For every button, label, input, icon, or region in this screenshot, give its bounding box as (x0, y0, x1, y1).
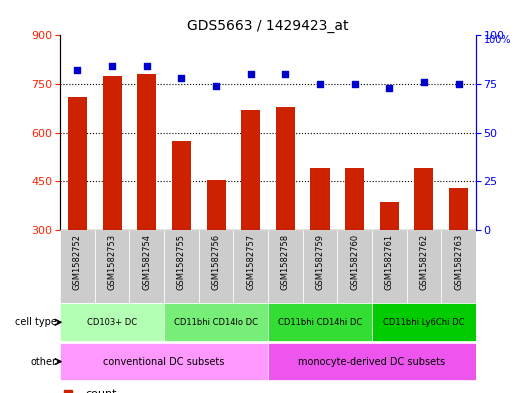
Text: CD11bhi CD14hi DC: CD11bhi CD14hi DC (278, 318, 362, 327)
Bar (207, 180, 225, 230)
Bar (233, 230, 268, 303)
Bar (337, 230, 372, 303)
Point (246, 71, 255, 77)
Text: other: other (31, 356, 56, 367)
Text: GSM1582762: GSM1582762 (419, 233, 428, 290)
Bar (449, 188, 468, 230)
Text: GSM1582763: GSM1582763 (454, 233, 463, 290)
Bar (95, 230, 129, 303)
Bar (129, 230, 164, 303)
Point (177, 75, 186, 81)
Text: count: count (85, 389, 117, 393)
Point (454, 81, 463, 87)
Text: monocyte-derived DC subsets: monocyte-derived DC subsets (299, 356, 446, 367)
Text: GSM1582755: GSM1582755 (177, 233, 186, 290)
Bar (164, 230, 199, 303)
Point (73, 67, 82, 73)
Text: GSM1582759: GSM1582759 (315, 233, 324, 290)
Bar (268, 230, 303, 303)
Text: GSM1582753: GSM1582753 (108, 233, 117, 290)
Bar (60, 230, 95, 303)
Bar (441, 230, 476, 303)
Text: GSM1582756: GSM1582756 (212, 233, 221, 290)
Text: GSM1582754: GSM1582754 (142, 233, 151, 290)
Bar (276, 107, 295, 230)
Text: cell type: cell type (15, 317, 56, 327)
Bar (60, 303, 164, 341)
Point (143, 63, 151, 70)
Bar (372, 303, 476, 341)
Bar (172, 141, 191, 230)
Title: GDS5663 / 1429423_at: GDS5663 / 1429423_at (187, 19, 349, 33)
Text: GSM1582757: GSM1582757 (246, 233, 255, 290)
Point (385, 85, 393, 91)
Bar (103, 76, 122, 230)
Bar (372, 230, 407, 303)
Bar (268, 303, 372, 341)
Bar (311, 168, 329, 230)
Bar (68, 97, 87, 230)
Text: CD11bhi Ly6Chi DC: CD11bhi Ly6Chi DC (383, 318, 465, 327)
Bar (407, 230, 441, 303)
Point (316, 81, 324, 87)
Text: GSM1582752: GSM1582752 (73, 233, 82, 290)
Text: GSM1582758: GSM1582758 (281, 233, 290, 290)
Text: CD103+ DC: CD103+ DC (87, 318, 137, 327)
Bar (414, 168, 434, 230)
Point (281, 71, 290, 77)
Bar (345, 168, 364, 230)
Bar (199, 230, 233, 303)
Text: GSM1582761: GSM1582761 (385, 233, 394, 290)
Bar (241, 110, 260, 230)
Point (350, 81, 359, 87)
Point (212, 83, 220, 89)
Text: GSM1582760: GSM1582760 (350, 233, 359, 290)
Point (420, 79, 428, 85)
Text: 100%: 100% (484, 35, 511, 45)
Bar (164, 303, 268, 341)
Text: CD11bhi CD14lo DC: CD11bhi CD14lo DC (174, 318, 258, 327)
Text: conventional DC subsets: conventional DC subsets (104, 356, 225, 367)
Point (108, 63, 116, 70)
Bar (137, 74, 156, 230)
Bar (303, 230, 337, 303)
Bar (380, 202, 399, 230)
Bar (268, 343, 476, 380)
Bar (60, 343, 268, 380)
